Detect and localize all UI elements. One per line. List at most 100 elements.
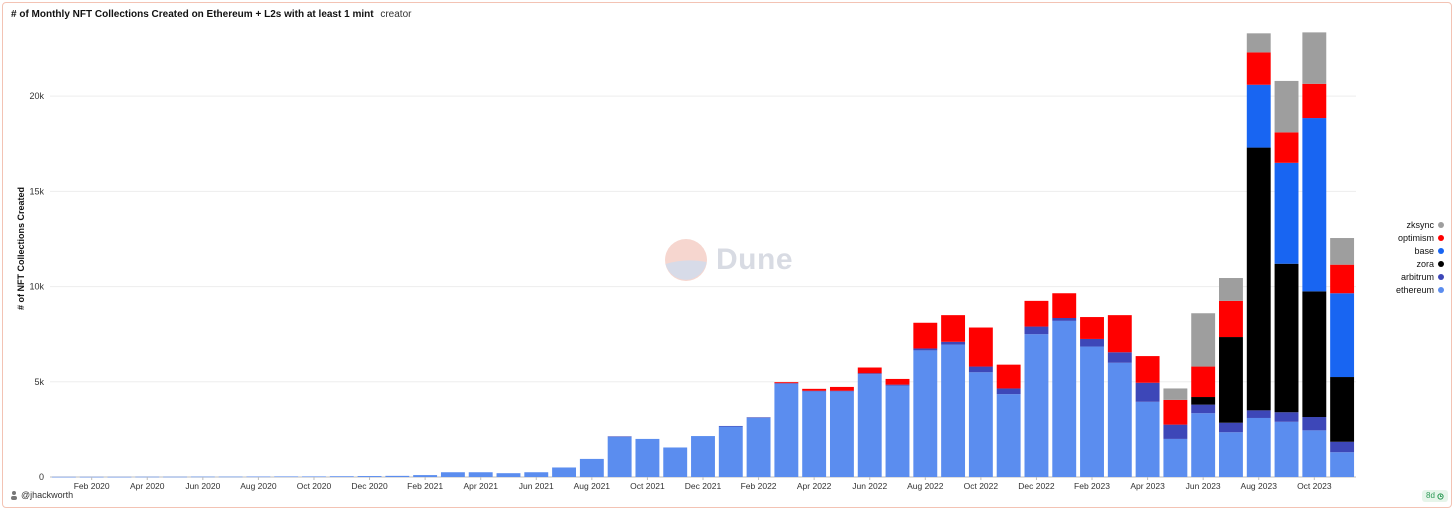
bar-segment-base bbox=[1246, 84, 1271, 148]
bar-segment-ethereum bbox=[440, 472, 465, 477]
bar-segment-arbitrum bbox=[1080, 338, 1104, 347]
legend-label: zora bbox=[1416, 258, 1434, 269]
legend-item-base[interactable]: base bbox=[1372, 244, 1444, 257]
legend-dot-icon bbox=[1438, 273, 1444, 280]
author-credit[interactable]: @jhackworth bbox=[10, 490, 73, 500]
bar-segment-arbitrum bbox=[829, 390, 854, 392]
legend-item-zora[interactable]: zora bbox=[1372, 257, 1444, 270]
bar-segment-ethereum bbox=[357, 476, 382, 477]
legend-item-optimism[interactable]: optimism bbox=[1372, 231, 1444, 244]
bar-segment-optimism bbox=[1274, 132, 1299, 163]
y-axis-title: # of NFT Collections Created bbox=[16, 187, 26, 310]
bar-segment-ethereum bbox=[579, 458, 604, 477]
legend-item-zksync[interactable]: zksync bbox=[1372, 218, 1444, 231]
bar-segment-base bbox=[1302, 118, 1327, 292]
chart-title: # of Monthly NFT Collections Created on … bbox=[11, 9, 374, 20]
dune-logo-icon bbox=[665, 239, 707, 281]
y-tick-label: 5k bbox=[34, 377, 44, 387]
bar-segment-ethereum bbox=[496, 473, 521, 477]
bar-segment-zksync bbox=[1274, 80, 1299, 133]
bar-segment-ethereum bbox=[1107, 362, 1132, 477]
x-tick-label: Oct 2021 bbox=[630, 481, 665, 491]
x-tick-label: Aug 2022 bbox=[907, 481, 944, 491]
bar-segment-ethereum bbox=[746, 417, 771, 477]
bar-segment-ethereum bbox=[329, 476, 354, 477]
bar-segment-ethereum bbox=[218, 476, 243, 478]
legend-dot-icon bbox=[1438, 260, 1444, 267]
bar-segment-ethereum bbox=[385, 475, 410, 477]
x-tick-label: Feb 2020 bbox=[74, 481, 110, 491]
freshness-badge[interactable]: 8d bbox=[1422, 490, 1448, 502]
legend-label: arbitrum bbox=[1400, 271, 1434, 282]
bar-segment-optimism bbox=[829, 386, 854, 391]
bar-segment-ethereum bbox=[691, 436, 715, 477]
bar-segment-zora bbox=[1191, 397, 1216, 405]
bar-segment-arbitrum bbox=[802, 390, 827, 392]
bar-segment-arbitrum bbox=[968, 366, 993, 373]
bar-segment-zksync bbox=[1219, 278, 1243, 301]
bar-segment-base bbox=[1330, 293, 1355, 378]
bar-segment-arbitrum bbox=[1107, 352, 1132, 363]
dune-watermark: Dune bbox=[664, 238, 793, 282]
badge-label: 8d bbox=[1426, 491, 1435, 500]
legend-label: optimism bbox=[1397, 232, 1434, 243]
bar-segment-optimism bbox=[1135, 356, 1160, 383]
bar-segment-ethereum bbox=[524, 472, 549, 477]
bar-segment-zora bbox=[1302, 291, 1327, 418]
bar-segment-optimism bbox=[885, 378, 910, 385]
x-tick-label: Oct 2020 bbox=[297, 481, 332, 491]
bar-segment-optimism bbox=[1302, 83, 1327, 119]
bar-segment-ethereum bbox=[718, 426, 743, 477]
bar-segment-optimism bbox=[996, 364, 1021, 389]
x-tick-label: Aug 2021 bbox=[574, 481, 611, 491]
bar-segment-ethereum bbox=[1274, 421, 1299, 477]
bar-segment-ethereum bbox=[774, 383, 799, 477]
refresh-icon bbox=[1437, 492, 1444, 500]
bar-segment-ethereum bbox=[1135, 401, 1160, 477]
user-avatar-icon bbox=[11, 491, 17, 500]
bar-segment-ethereum bbox=[913, 350, 938, 477]
bar-segment-ethereum bbox=[190, 476, 215, 478]
bar-segment-ethereum bbox=[163, 476, 187, 478]
bar-segment-ethereum bbox=[1163, 438, 1188, 477]
x-tick-label: Jun 2022 bbox=[852, 481, 887, 491]
bar-segment-zksync bbox=[1246, 33, 1271, 53]
bar-segment-optimism bbox=[802, 388, 827, 391]
bar-segment-ethereum bbox=[1302, 430, 1327, 477]
x-tick-label: Apr 2020 bbox=[130, 481, 165, 491]
bar-segment-arbitrum bbox=[996, 388, 1021, 395]
bar-segment-optimism bbox=[1330, 264, 1355, 294]
legend-item-ethereum[interactable]: ethereum bbox=[1372, 283, 1444, 296]
bar-segment-ethereum bbox=[246, 476, 271, 478]
bar-segment-ethereum bbox=[1246, 417, 1271, 477]
bar-segment-arbitrum bbox=[1163, 424, 1188, 439]
bar-segment-ethereum bbox=[51, 476, 76, 478]
bar-segment-ethereum bbox=[885, 385, 910, 477]
legend-item-arbitrum[interactable]: arbitrum bbox=[1372, 270, 1444, 283]
bar-segment-optimism bbox=[1163, 399, 1188, 425]
bar-segment-ethereum bbox=[107, 476, 132, 478]
bar-segment-optimism bbox=[1052, 293, 1077, 319]
x-tick-label: Aug 2020 bbox=[240, 481, 277, 491]
y-tick-label: 10k bbox=[29, 282, 44, 292]
bar-segment-arbitrum bbox=[1191, 404, 1216, 414]
title-row: # of Monthly NFT Collections Created on … bbox=[11, 9, 411, 20]
bar-segment-arbitrum bbox=[774, 383, 799, 384]
bar-segment-arbitrum bbox=[718, 425, 743, 427]
bar-segment-ethereum bbox=[1330, 452, 1355, 477]
legend-dot-icon bbox=[1438, 221, 1444, 228]
bar-segment-arbitrum bbox=[1135, 382, 1160, 402]
x-tick-label: Dec 2021 bbox=[685, 481, 722, 491]
bar-segment-zksync bbox=[1191, 313, 1216, 367]
bar-segment-ethereum bbox=[1219, 432, 1243, 477]
author-handle: @jhackworth bbox=[21, 490, 74, 500]
bar-segment-ethereum bbox=[968, 372, 993, 477]
legend-label: ethereum bbox=[1395, 284, 1434, 295]
bar-segment-ethereum bbox=[996, 394, 1021, 477]
bar-segment-optimism bbox=[1107, 315, 1132, 353]
bar-segment-base bbox=[1274, 162, 1299, 264]
bar-segment-ethereum bbox=[1052, 320, 1077, 477]
bar-segment-optimism bbox=[913, 322, 938, 349]
bar-segment-optimism bbox=[1246, 52, 1271, 85]
